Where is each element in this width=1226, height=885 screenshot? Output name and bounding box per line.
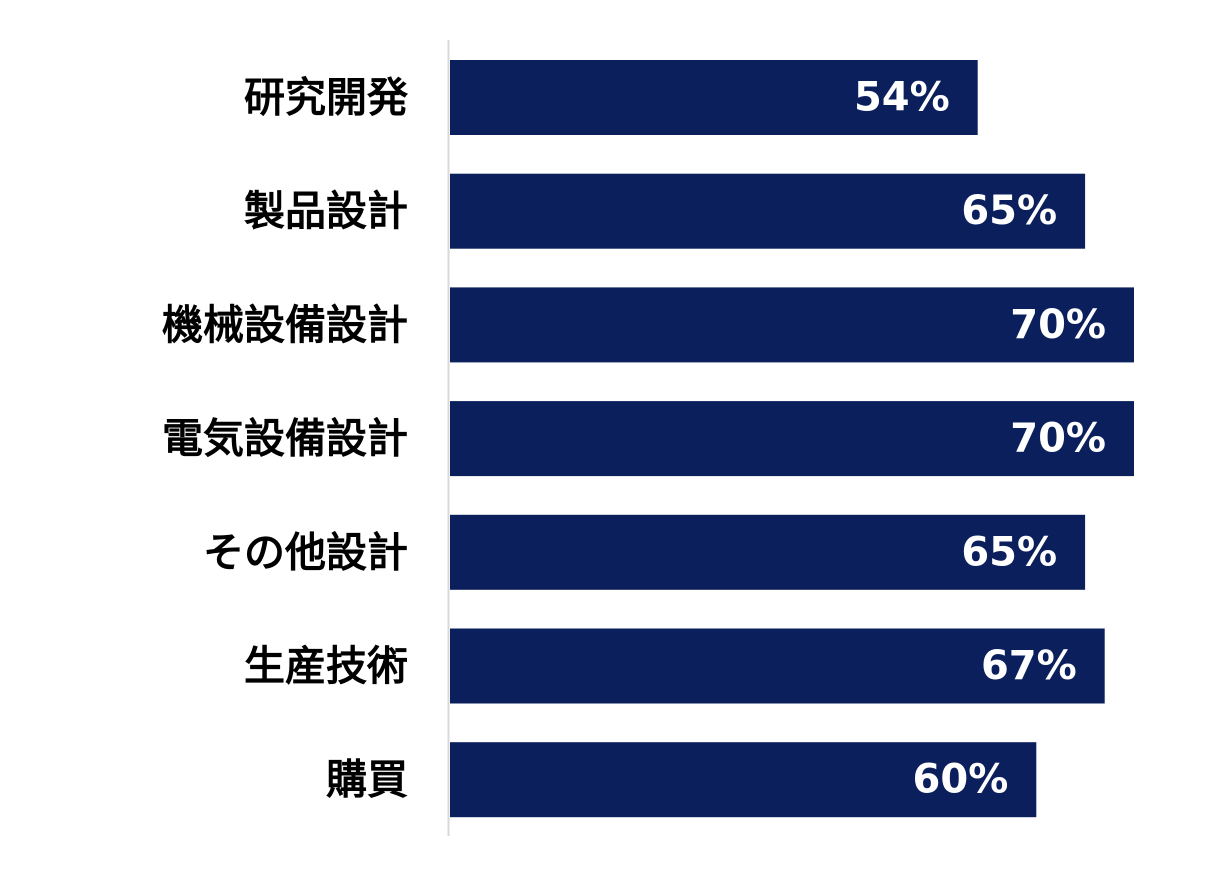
category-label-7: 購買 — [326, 756, 408, 804]
value-label-6: 67% — [981, 643, 1077, 689]
bar-6 — [450, 628, 1105, 704]
category-label-2: 製品設計 — [244, 187, 408, 235]
value-label-5: 65% — [961, 529, 1057, 575]
value-label-4: 70% — [1010, 416, 1106, 462]
bar-2 — [450, 173, 1086, 249]
bar-3 — [450, 287, 1134, 363]
category-label-6: 生産技術 — [244, 642, 408, 690]
category-label-4: 電気設備設計 — [162, 415, 408, 463]
value-labels-group: 54% 65% 70% 70% 65% 67% 60% — [854, 75, 1106, 803]
value-label-2: 65% — [961, 188, 1057, 234]
value-label-7: 60% — [913, 757, 1009, 803]
value-label-1: 54% — [854, 75, 950, 121]
bars-group — [450, 60, 1134, 818]
category-label-3: 機械設備設計 — [162, 301, 408, 349]
bar-1 — [450, 60, 978, 135]
bar-4 — [450, 401, 1134, 477]
bar-5 — [450, 514, 1086, 590]
category-label-1: 研究開発 — [244, 74, 409, 122]
bar-7 — [450, 742, 1037, 818]
category-label-5: その他設計 — [203, 528, 408, 576]
value-label-3: 70% — [1010, 302, 1106, 348]
